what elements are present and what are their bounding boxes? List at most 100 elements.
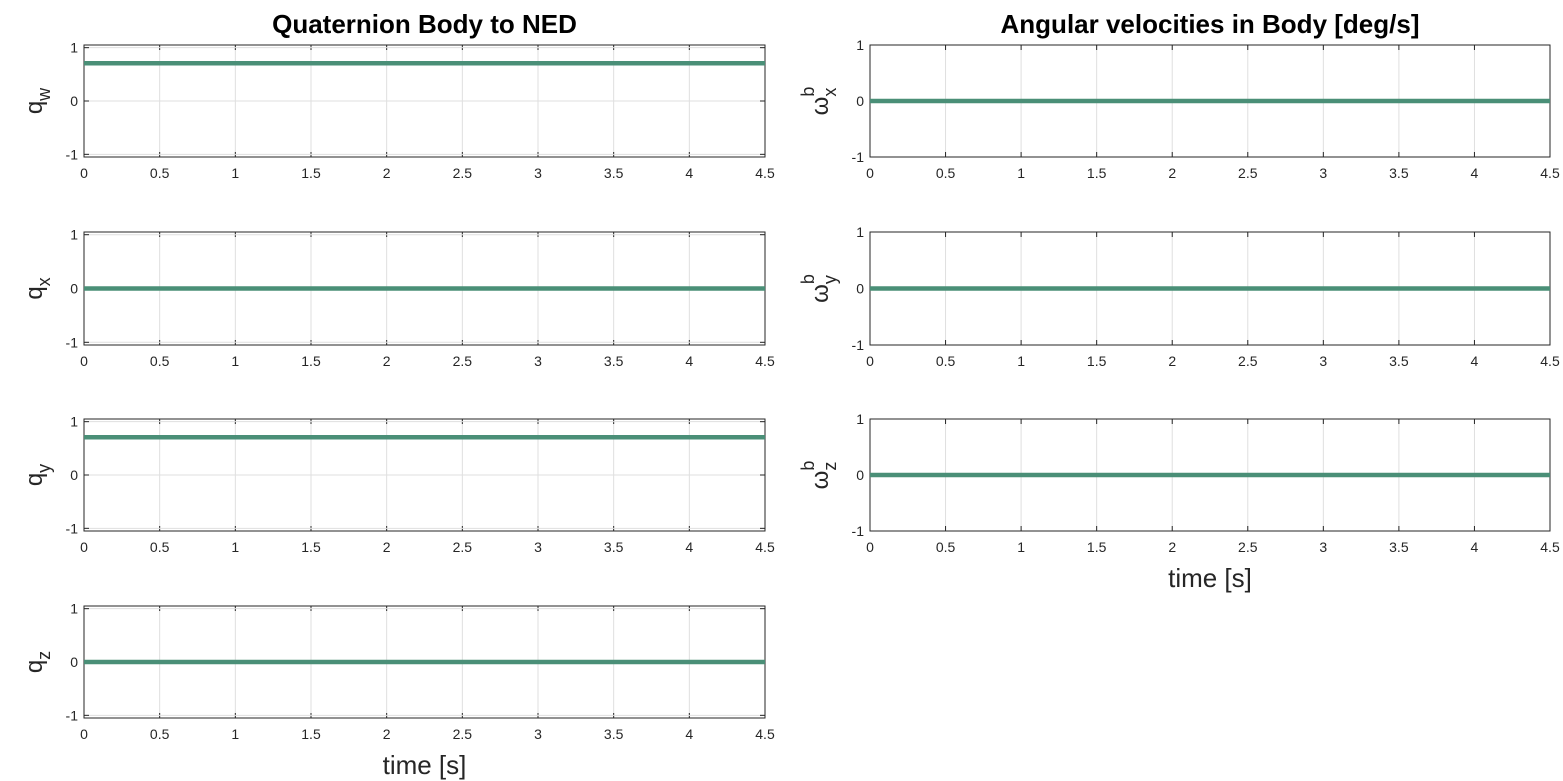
x-tick-label: 2 xyxy=(383,726,391,742)
axes-frame xyxy=(83,44,766,158)
y-axis-label: qy xyxy=(21,464,54,486)
y-tick-label: 1 xyxy=(70,414,78,430)
x-tick-label: 2 xyxy=(383,165,391,181)
x-tick-label: 0.5 xyxy=(936,165,956,181)
x-tick-label: 0 xyxy=(80,353,88,369)
y-tick-label: -1 xyxy=(852,523,865,539)
y-label-subscript: z xyxy=(34,651,54,660)
x-tick-label: 4 xyxy=(685,539,693,555)
x-tick-label: 3 xyxy=(1319,165,1327,181)
y-tick-label: 0 xyxy=(70,93,78,109)
x-tick-label: 2.5 xyxy=(453,353,473,369)
x-tick-label: 3 xyxy=(1319,539,1327,555)
y-axis-label: ωb x xyxy=(798,87,840,116)
x-tick-label: 1.5 xyxy=(301,539,321,555)
y-tick-label: 0 xyxy=(856,281,864,297)
x-tick-label: 0 xyxy=(866,539,874,555)
x-tick-label: 3.5 xyxy=(604,539,624,555)
x-tick-label: 0 xyxy=(80,165,88,181)
y-label-symbol: ω xyxy=(807,284,834,303)
x-tick-label: 1.5 xyxy=(1087,165,1107,181)
x-tick-label: 2.5 xyxy=(1238,539,1258,555)
x-tick-label: 2.5 xyxy=(1238,165,1258,181)
x-tick-label: 3.5 xyxy=(1389,165,1409,181)
x-tick-label: 1.5 xyxy=(301,726,321,742)
y-label-subscript: y xyxy=(34,464,54,473)
x-tick-label: 1 xyxy=(1017,165,1025,181)
x-tick-label: 1 xyxy=(231,165,239,181)
y-label-symbol: ω xyxy=(807,471,834,490)
y-label-symbol: q xyxy=(21,660,48,673)
y-label-subscript: x xyxy=(820,88,840,97)
x-tick-label: 1.5 xyxy=(1087,353,1107,369)
y-axis-label: qz xyxy=(21,651,54,673)
x-tick-label: 4 xyxy=(685,165,693,181)
x-tick-label: 1.5 xyxy=(301,353,321,369)
y-axis-label: ωb y xyxy=(798,274,840,303)
x-tick-label: 0.5 xyxy=(150,726,170,742)
y-label-subscript: w xyxy=(34,87,54,102)
y-tick-label: -1 xyxy=(66,520,79,536)
x-tick-label: 4 xyxy=(685,353,693,369)
y-tick-label: 1 xyxy=(70,40,78,56)
y-tick-label: 1 xyxy=(70,601,78,617)
x-tick-label: 4.5 xyxy=(1540,353,1560,369)
x-tick-label: 4.5 xyxy=(755,539,775,555)
x-tick-label: 4 xyxy=(1471,353,1479,369)
x-tick-label: 0 xyxy=(866,353,874,369)
x-tick-label: 4.5 xyxy=(755,726,775,742)
y-axis-label: qw xyxy=(21,87,54,114)
y-tick-label: -1 xyxy=(66,146,79,162)
x-tick-label: 1.5 xyxy=(301,165,321,181)
y-tick-label: 1 xyxy=(856,411,864,427)
x-tick-label: 3.5 xyxy=(604,726,624,742)
x-tick-label: 2.5 xyxy=(1238,353,1258,369)
y-label-superscript: b xyxy=(798,87,818,97)
x-tick-label: 0 xyxy=(80,539,88,555)
x-tick-label: 0.5 xyxy=(150,539,170,555)
x-tick-label: 2 xyxy=(383,353,391,369)
x-tick-label: 3.5 xyxy=(1389,353,1409,369)
x-tick-label: 2 xyxy=(383,539,391,555)
y-label-symbol: q xyxy=(21,286,48,299)
x-tick-label: 2 xyxy=(1168,539,1176,555)
y-tick-label: 0 xyxy=(70,467,78,483)
x-tick-label: 3.5 xyxy=(604,165,624,181)
x-tick-label: 1 xyxy=(231,353,239,369)
y-tick-label: -1 xyxy=(66,707,79,723)
x-tick-label: 3 xyxy=(534,165,542,181)
x-tick-label: 0.5 xyxy=(936,539,956,555)
x-tick-label: 0 xyxy=(866,165,874,181)
y-tick-label: 1 xyxy=(856,37,864,53)
y-label-subscript: x xyxy=(34,277,54,286)
x-tick-label: 3 xyxy=(534,726,542,742)
chart-title: Angular velocities in Body [deg/s] xyxy=(1001,9,1420,39)
x-tick-label: 3.5 xyxy=(604,353,624,369)
x-axis-label: time [s] xyxy=(383,750,467,780)
y-label-subscript: z xyxy=(820,462,840,471)
x-tick-label: 1 xyxy=(231,726,239,742)
y-tick-label: -1 xyxy=(852,337,865,353)
y-tick-label: 0 xyxy=(70,654,78,670)
x-tick-label: 2.5 xyxy=(453,726,473,742)
x-tick-label: 0.5 xyxy=(936,353,956,369)
x-tick-label: 2.5 xyxy=(453,539,473,555)
y-label-subscript: y xyxy=(820,275,840,284)
y-label-superscript: b xyxy=(798,461,818,471)
y-tick-label: 1 xyxy=(856,224,864,240)
x-tick-label: 1 xyxy=(231,539,239,555)
x-tick-label: 1 xyxy=(1017,539,1025,555)
y-label-symbol: q xyxy=(21,101,48,114)
x-tick-label: 3 xyxy=(534,539,542,555)
axes-frame xyxy=(83,418,766,532)
x-tick-label: 3.5 xyxy=(1389,539,1409,555)
x-tick-label: 2 xyxy=(1168,165,1176,181)
x-tick-label: 0.5 xyxy=(150,165,170,181)
x-tick-label: 1.5 xyxy=(1087,539,1107,555)
x-tick-label: 3 xyxy=(1319,353,1327,369)
